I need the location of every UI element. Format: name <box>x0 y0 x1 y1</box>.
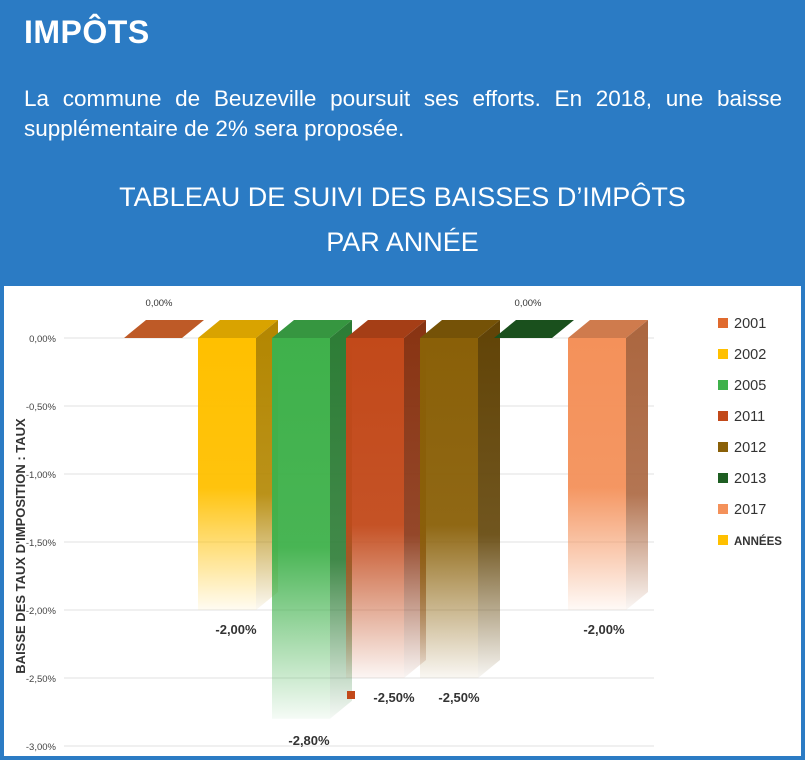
bar-2002 <box>198 320 278 610</box>
bar-top-face <box>198 320 278 338</box>
legend-swatch <box>718 411 728 421</box>
legend-item: 2001 <box>718 316 766 332</box>
bar-2005 <box>272 320 352 719</box>
bar-top-face <box>568 320 648 338</box>
legend-label: ANNÉES <box>734 535 782 548</box>
data-labels: 0,00% -2,00% -2,80% -2,50% -2,50% 0,00% -2,00% <box>146 298 625 748</box>
bar-front-face <box>272 338 330 719</box>
y-tick-label: -2,00% <box>26 606 57 617</box>
bar-top-face <box>346 320 426 338</box>
bar-2012 <box>420 320 500 678</box>
legend-label: 2001 <box>734 316 766 332</box>
data-label: -2,50% <box>438 690 480 705</box>
chart-panel: 0,00% -0,50% -1,00% -1,50% -2,00% -2,50% -3,00… <box>4 286 801 756</box>
bar-2001 <box>124 320 204 338</box>
bar-side-face <box>478 320 500 678</box>
legend-label: 2005 <box>734 378 766 394</box>
legend-swatch <box>718 318 728 328</box>
legend-label: 2002 <box>734 347 766 363</box>
legend: 2001 2002 2005 2011 2012 2013 2017 ANNÉES <box>718 316 782 548</box>
legend-item: 2011 <box>718 409 765 425</box>
bar-front-face <box>198 338 256 610</box>
legend-item: 2002 <box>718 347 766 363</box>
y-tick-label: -1,00% <box>26 470 57 481</box>
data-label: 0,00% <box>146 298 173 309</box>
legend-label: 2011 <box>734 409 765 425</box>
legend-swatch <box>718 349 728 359</box>
bar-front-face <box>346 338 404 678</box>
bar-chart: 0,00% -0,50% -1,00% -1,50% -2,00% -2,50% -3,00… <box>13 298 782 753</box>
data-label: -2,80% <box>288 733 330 748</box>
legend-item: 2013 <box>718 471 766 487</box>
data-label: -2,00% <box>583 622 625 637</box>
legend-swatch <box>718 504 728 514</box>
bar-top-face <box>420 320 500 338</box>
legend-swatch <box>718 442 728 452</box>
bar-top-face <box>494 320 574 338</box>
bar-2013 <box>494 320 574 338</box>
data-label: -2,50% <box>373 690 415 705</box>
y-tick-label: -3,00% <box>26 742 57 753</box>
legend-label: 2017 <box>734 502 766 518</box>
legend-item: 2012 <box>718 440 766 456</box>
legend-label: 2012 <box>734 440 766 456</box>
legend-item: 2005 <box>718 378 766 394</box>
legend-swatch <box>718 473 728 483</box>
legend-item: 2017 <box>718 502 766 518</box>
chart-title-line1: TABLEAU DE SUIVI DES BAISSES D’IMPÔTS <box>119 182 686 212</box>
legend-swatch <box>718 380 728 390</box>
y-axis-label: BAISSE DES TAUX D'IMPOSITION : TAUX <box>13 418 28 674</box>
data-label: -2,00% <box>215 622 257 637</box>
header-title: IMPÔTS <box>24 14 150 50</box>
y-tick-label: -0,50% <box>26 402 57 413</box>
legend-item: ANNÉES <box>718 535 782 548</box>
data-label: 0,00% <box>515 298 542 309</box>
label-marker <box>347 691 355 699</box>
bar-top-face <box>272 320 352 338</box>
y-tick-labels: 0,00% -0,50% -1,00% -1,50% -2,00% -2,50% -3,00… <box>26 334 57 753</box>
y-tick-label: -2,50% <box>26 674 57 685</box>
y-tick-label: 0,00% <box>29 334 56 345</box>
bars <box>124 320 648 719</box>
bar-front-face <box>568 338 626 610</box>
bar-side-face <box>626 320 648 610</box>
legend-label: 2013 <box>734 471 766 487</box>
bar-top-face <box>124 320 204 338</box>
y-tick-label: -1,50% <box>26 538 57 549</box>
bar-2017 <box>568 320 648 610</box>
chart-title-line2: PAR ANNÉE <box>326 227 479 257</box>
intro-text: La commune de Beuzeville poursuit ses ef… <box>24 86 782 141</box>
legend-swatch <box>718 535 728 545</box>
bar-front-face <box>420 338 478 678</box>
bar-2011 <box>346 320 426 678</box>
